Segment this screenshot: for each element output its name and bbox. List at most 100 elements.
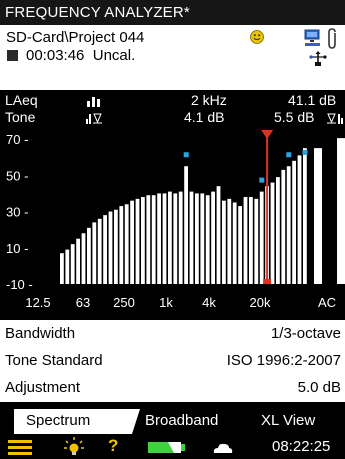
spectrum-bar [292,160,296,284]
spectrum-bar [178,191,183,284]
spectrum-bar [303,148,307,284]
spectrum-bar [119,206,124,284]
x-tick-label: 250 [113,295,135,310]
bandwidth-value[interactable]: 1/3-octave [270,325,341,342]
spectrum-bar [92,222,97,284]
cloud-icon [213,443,233,453]
spectrum-bar [184,166,188,284]
tab-bar: Spectrum Broadband XL View [0,402,345,434]
tone-marker [302,150,308,155]
spectrum-bar [232,202,237,284]
elapsed-time-value: 00:03:46 [26,47,85,64]
status-bar: ? 08:22:25 [0,434,345,459]
spectrum-bar [103,215,107,284]
x-tick-label: AC [318,295,336,310]
adjustment-label: Adjustment [5,379,81,396]
cursor-marker-bottom [263,279,272,284]
lightbulb-icon[interactable] [64,437,84,457]
readout-parameter-1[interactable]: LAeq [5,92,38,108]
param-row-bandwidth[interactable]: Bandwidth 1/3-octave [0,320,345,347]
spectrum-bar [297,155,302,284]
tone-standard-label: Tone Standard [5,352,103,369]
adjustment-value[interactable]: 5.0 dB [297,379,341,396]
spectrum-bar [141,197,145,284]
spectrum-bar [162,193,167,284]
broadband-bar [314,148,322,284]
y-tick-label: 70 - [6,132,28,147]
spectrum-bar [195,193,199,284]
spectrum-bar [270,182,275,284]
spectrum-bar [151,195,156,284]
tone-marker [183,152,189,158]
spectrum-panel[interactable]: LAeq 2 kHz 41.1 dB Tone 4.1 dB 5.5 dB 70… [0,90,345,320]
spectrum-bar [243,197,248,284]
spectrum-bar [216,186,221,284]
spectrum-bar [200,193,205,284]
help-icon[interactable]: ? [108,436,119,455]
cursor-marker-top [261,130,274,139]
info-spacer [0,66,345,90]
elapsed-time: 00:03:46 Uncal. [26,47,135,64]
tab-spectrum[interactable]: Spectrum [14,409,132,434]
spectrum-bar [168,191,172,284]
spectrum-bar [146,195,151,284]
x-tick-label: 4k [202,295,216,310]
y-tick-label: 50 - [6,168,28,183]
stop-icon [7,50,18,61]
readout-frequency: 2 kHz [191,92,227,108]
readout-value-2[interactable]: 5.5 dB [274,109,315,125]
x-tick-label: 12.5 [25,295,50,310]
param-row-adjustment[interactable]: Adjustment 5.0 dB [0,374,345,401]
readout-parameter-2[interactable]: Tone [5,109,36,125]
calibration-status: Uncal. [92,47,136,64]
spectrum-bar [276,177,280,284]
spectrum-bar [205,195,210,284]
computer-icon [304,29,320,46]
tab-xl-view[interactable]: XL View [261,409,341,434]
spectrum-bar [259,191,264,284]
parameter-list: Bandwidth 1/3-octave Tone Standard ISO 1… [0,320,345,402]
tone-standard-value[interactable]: ISO 1996:2-2007 [226,352,341,369]
spectrum-bar [222,200,226,284]
param-row-tone-standard[interactable]: Tone Standard ISO 1996:2-2007 [0,347,345,374]
tone-marker [259,177,265,183]
bar-graph-icon [87,97,100,107]
tone-threshold-icon [327,113,343,124]
tab-broadband-label: Broadband [145,412,219,429]
spectrum-bar [249,197,253,284]
readout-value-1[interactable]: 41.1 dB [288,92,337,108]
spectrum-bar [211,191,215,284]
spectrum-bar [157,193,161,284]
spectrum-bar [65,249,70,284]
tab-separator [130,409,140,434]
spectrum-bar [130,200,134,284]
tab-xl-view-label: XL View [261,412,316,429]
spectrum-bar [70,244,75,284]
x-tick-label: 63 [76,295,90,310]
tone-icon [86,113,102,124]
spectrum-bar [254,198,259,284]
spectrum-chart[interactable]: 70 - 50 - 30 - 10 - -10 - 12.5 63 250 1k 4k 20k AC [0,122,345,320]
project-info: SD-Card\Project 044 00:03:46 Uncal. [0,25,345,67]
project-path[interactable]: SD-Card\Project 044 [6,29,145,46]
x-tick-label: 20k [250,295,271,310]
broadband-bar-right [337,138,345,284]
spectrum-bar [135,198,140,284]
tab-broadband[interactable]: Broadband [145,409,245,434]
menu-icon[interactable] [8,440,32,456]
usb-icon [309,51,327,67]
spectrum-bar [281,169,286,284]
spectrum-bar [189,191,194,284]
spectrum-bar [173,193,178,284]
spectrum-bar [97,218,102,284]
bandwidth-label: Bandwidth [5,325,76,342]
smiley-icon [250,30,264,44]
tone-marker [286,152,292,158]
title-bar: FREQUENCY ANALYZER* [0,0,345,25]
readout-tone-value: 4.1 dB [184,109,225,125]
y-tick-label: 30 - [6,205,28,220]
spectrum-bar [124,204,129,284]
paperclip-icon [328,28,336,49]
spectrum-bar [81,233,86,284]
spectrum-bar [114,209,118,284]
